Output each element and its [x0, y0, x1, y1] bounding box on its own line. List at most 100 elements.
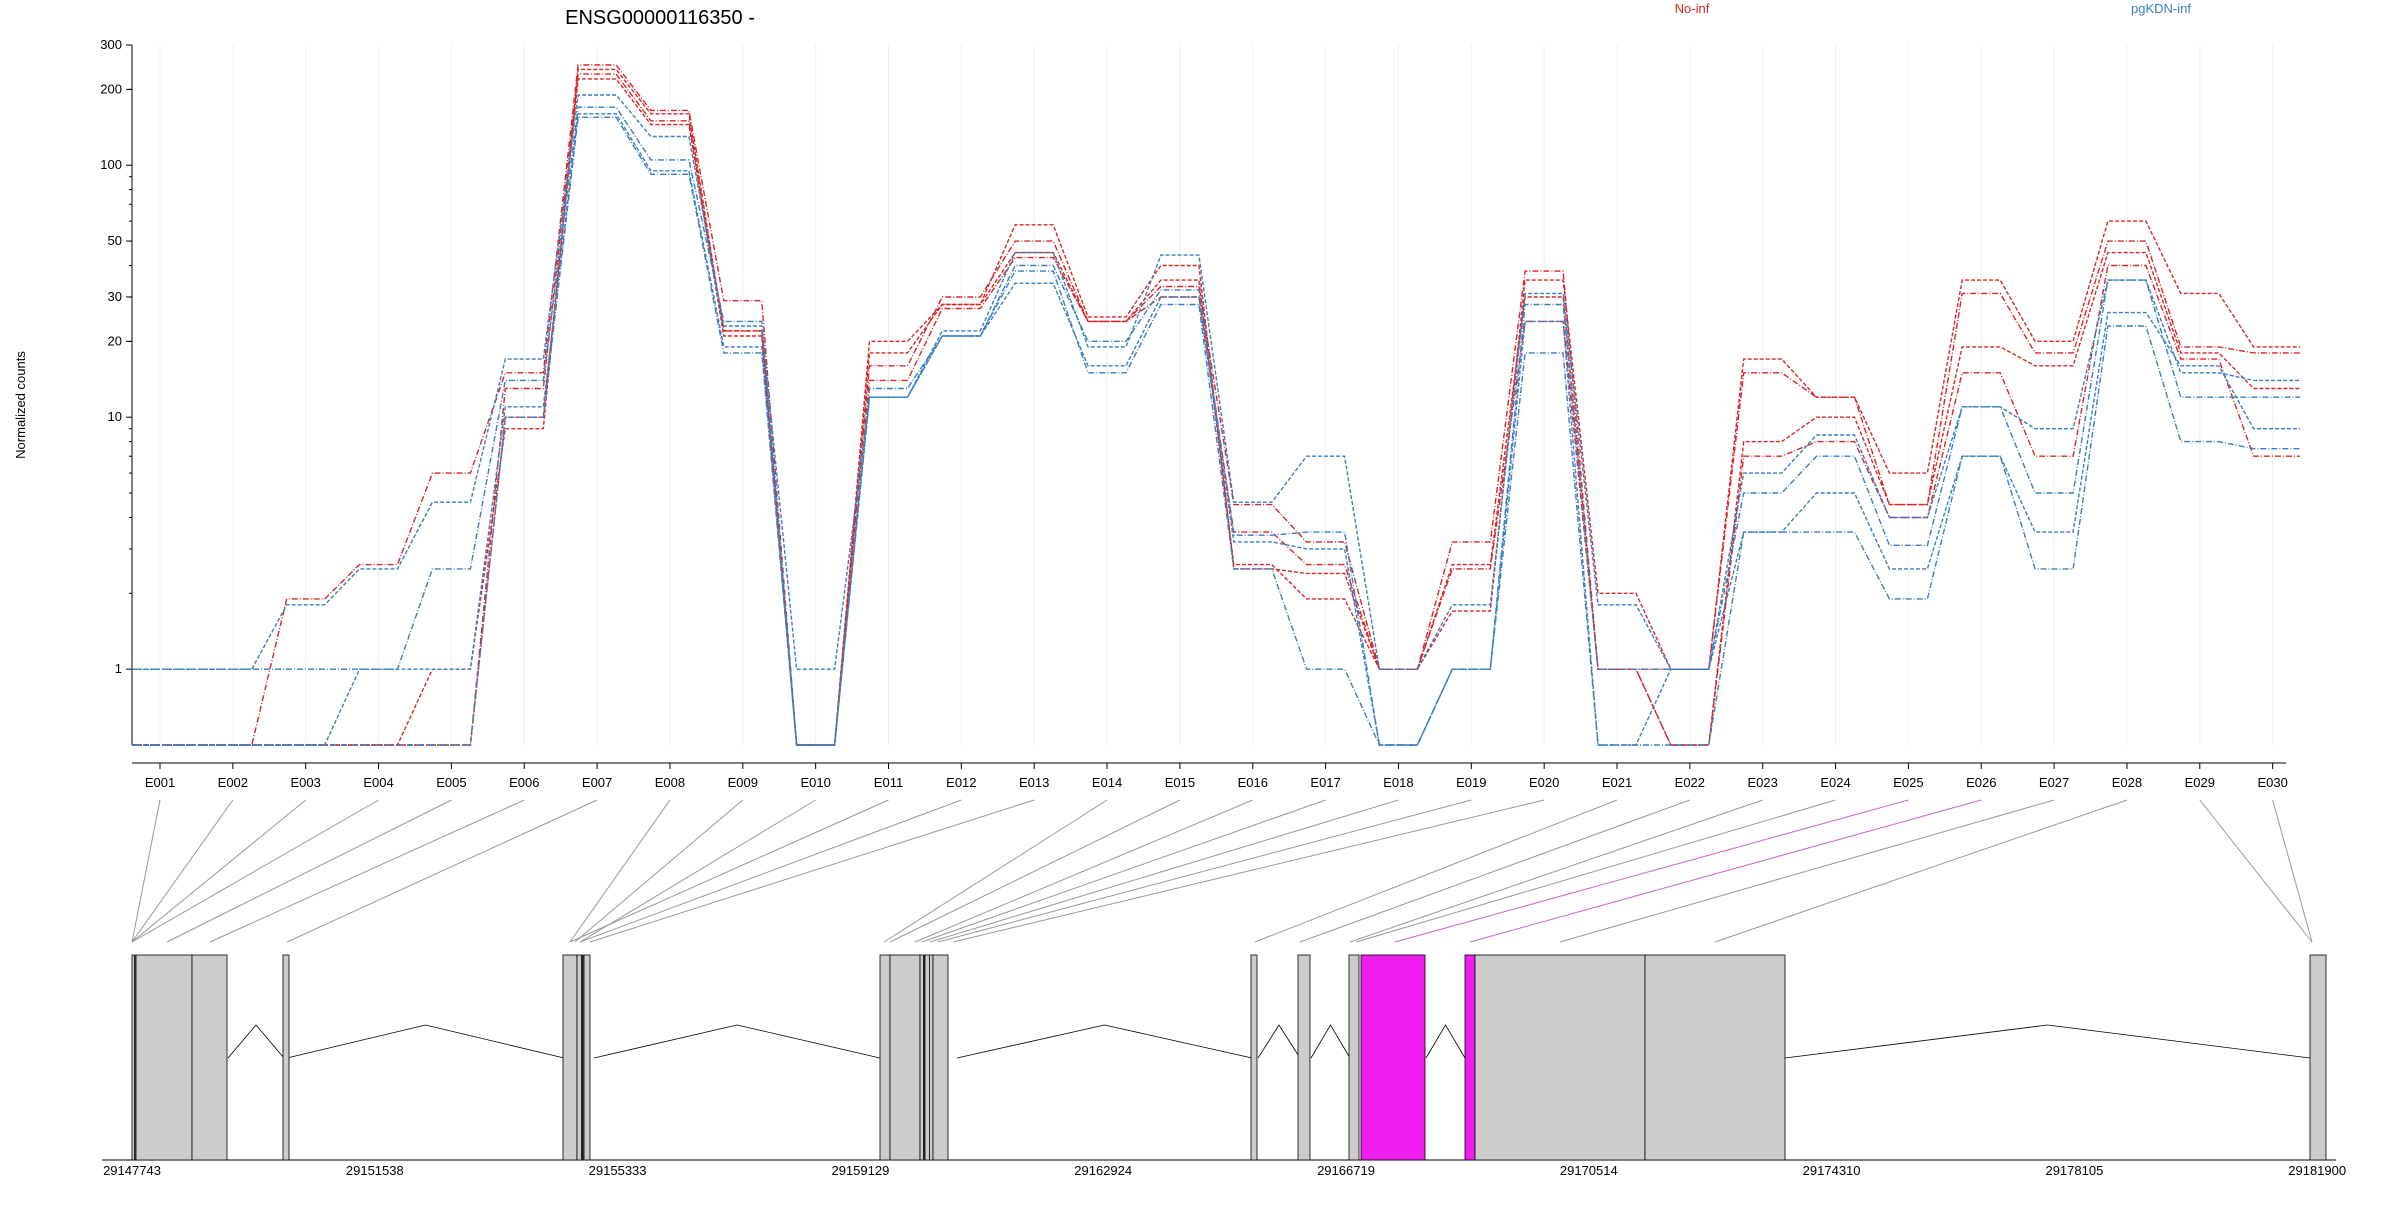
y-tick-label: 10 [108, 409, 122, 424]
exon-box [191, 954, 228, 1161]
genomic-coordinate-label: 29151538 [346, 1163, 404, 1178]
y-axis-label: Normalized counts [13, 351, 28, 459]
exon-connector [914, 799, 1253, 943]
exon-connector [889, 799, 1181, 943]
exon-box [282, 954, 290, 1161]
exon-connector [131, 799, 307, 943]
x-tick-label-e030: E030 [2257, 775, 2287, 790]
x-tick-label-e016: E016 [1238, 775, 1268, 790]
exon-connector [1714, 799, 2128, 943]
exon-connector [166, 799, 452, 943]
x-tick-label-e027: E027 [2039, 775, 2069, 790]
exon-box [1644, 954, 1786, 1161]
series-line-pgkdn-inf [132, 106, 2300, 746]
exon-connector [1299, 799, 1691, 943]
exon-connector [131, 799, 379, 943]
chart-title: ENSG00000116350 - [565, 7, 755, 29]
exon-connector [952, 799, 1545, 943]
exon-boundary-mark [134, 955, 135, 1160]
plot-area: 1 10 20 30 50 100 200 300 E001 E002 E003 E004 E005 E0… [100, 37, 2300, 790]
genomic-coordinate-label: 29170514 [1560, 1163, 1618, 1178]
series-line-pgkdn-inf [132, 94, 2300, 670]
gene-model: 29147743 29151538 29155333 29159129 29162924… [102, 799, 2346, 1178]
y-tick-label: 100 [100, 157, 122, 172]
exon-box [135, 954, 193, 1161]
exon-connector-highlighted [1469, 799, 1982, 943]
x-tick-label-e019: E019 [1456, 775, 1486, 790]
legend-label-no-inf: No-inf [1675, 1, 1710, 16]
exon-boundary-mark [929, 955, 930, 1160]
exon-box [1297, 954, 1311, 1161]
x-tick-label-e021: E021 [1602, 775, 1632, 790]
intron-connector [1257, 1024, 1301, 1059]
exon-connector [574, 799, 744, 943]
x-tick-label-e007: E007 [582, 775, 612, 790]
x-tick-label-e022: E022 [1675, 775, 1705, 790]
exon-box [1250, 954, 1258, 1161]
exon-box [1348, 954, 1360, 1161]
exon-connector [579, 799, 816, 943]
intron-connector [1784, 1024, 2311, 1059]
x-tick-label-e013: E013 [1019, 775, 1049, 790]
legend-label-pgkdn-inf: pgKDN-inf [2131, 1, 2191, 16]
x-tick-label-e008: E008 [655, 775, 685, 790]
exon-connector [2272, 799, 2313, 943]
exon-connector [937, 799, 1472, 943]
exon-connector [929, 799, 1399, 943]
exon-box [2309, 954, 2327, 1161]
exon-connector [579, 799, 962, 943]
x-tick-label-e004: E004 [363, 775, 393, 790]
intron-connector [1425, 1024, 1466, 1059]
exon-box [879, 954, 891, 1161]
intron-connector [956, 1024, 1253, 1059]
x-tick-label-e020: E020 [1529, 775, 1559, 790]
exon-connector [1349, 799, 1763, 943]
genomic-coordinate-label: 29155333 [589, 1163, 647, 1178]
exon-box-highlighted [1464, 954, 1476, 1161]
x-tick-label-e028: E028 [2112, 775, 2142, 790]
x-tick-label-e026: E026 [1966, 775, 1996, 790]
genomic-coordinate-label: 29147743 [103, 1163, 161, 1178]
x-tick-label-e014: E014 [1092, 775, 1122, 790]
x-tick-label-e001: E001 [145, 775, 175, 790]
intron-connector [286, 1024, 565, 1059]
exon-connector [883, 799, 1108, 943]
exon-box [1474, 954, 1646, 1161]
series-line-pgkdn-inf [132, 113, 2300, 746]
exon-connector [2199, 799, 2313, 943]
x-tick-label-e003: E003 [291, 775, 321, 790]
exon-connector [569, 799, 671, 943]
x-tick-label-e024: E024 [1820, 775, 1850, 790]
genomic-coordinate-label: 29159129 [831, 1163, 889, 1178]
x-tick-label-e029: E029 [2185, 775, 2215, 790]
exon-connector [569, 799, 889, 943]
x-tick-label-e018: E018 [1383, 775, 1413, 790]
x-tick-label-e017: E017 [1310, 775, 1340, 790]
genomic-coordinate-label: 29162924 [1074, 1163, 1132, 1178]
series-line-no-inf [132, 73, 2300, 746]
exon-box [562, 954, 578, 1161]
series-line-no-inf [132, 64, 2300, 746]
exon-connector-highlighted [1394, 799, 1909, 943]
y-tick-label: 1 [115, 661, 122, 676]
exon-connector [131, 799, 161, 943]
x-tick-label-e025: E025 [1893, 775, 1923, 790]
exon-connector [1355, 799, 1836, 943]
intron-connector [1310, 1024, 1351, 1059]
exon-connector [589, 799, 1035, 943]
genomic-coordinate-label: 29181900 [2288, 1163, 2346, 1178]
x-tick-label-e023: E023 [1748, 775, 1778, 790]
exon-box-highlighted [1360, 954, 1426, 1161]
exon-connector [1559, 799, 2055, 943]
exon-boundary-mark [923, 955, 925, 1160]
x-tick-label-e005: E005 [436, 775, 466, 790]
exon-connector [209, 799, 525, 943]
y-tick-label: 30 [108, 289, 122, 304]
exon-boundary-mark [581, 955, 583, 1160]
intron-connector [593, 1024, 881, 1059]
exon-connector [1254, 799, 1618, 943]
exon-box [932, 954, 949, 1161]
exon-connector [131, 799, 234, 943]
